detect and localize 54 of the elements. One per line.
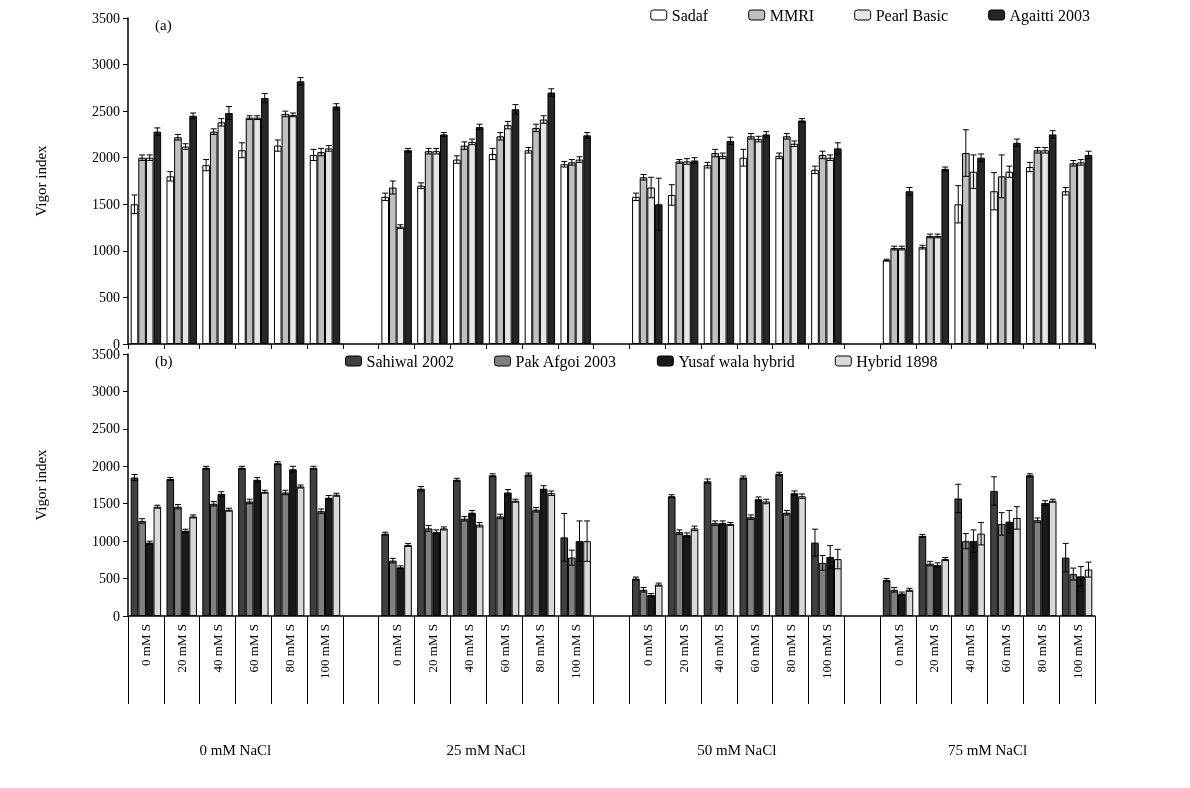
x-tick-label: 80 mM S <box>532 624 548 673</box>
x-tick-label: 20 mM S <box>424 624 440 673</box>
y-tick-label: 3000 <box>92 383 120 399</box>
x-tick-label: 40 mM S <box>460 624 476 673</box>
x-tick-label: 0 mM S <box>639 624 655 666</box>
legend-label: Hybrid 1898 <box>856 352 938 371</box>
x-tick-label: 0 mM S <box>890 624 906 666</box>
y-axis-title: Vigor index <box>32 448 49 521</box>
y-tick-label: 2000 <box>92 150 120 166</box>
x-tick-label: 20 mM S <box>675 624 691 673</box>
legend-label: Yusaf wala hybrid <box>678 352 795 371</box>
x-tick-label: 40 mM S <box>711 624 727 673</box>
y-tick-label: 500 <box>99 289 120 305</box>
x-tick-label: 60 mM S <box>496 624 512 673</box>
text: 0 mM NaCl <box>199 742 272 758</box>
x-tick-label: 80 mM S <box>1033 624 1049 673</box>
text: 25 mM NaCl <box>446 742 526 758</box>
x-tick-label: 80 mM S <box>783 624 799 673</box>
x-tick-label: 100 mM S <box>317 624 333 679</box>
legend-label: Agaitti 2003 <box>1009 6 1090 25</box>
legend-label: MMRI <box>769 6 815 24</box>
chart-title: (a) <box>155 16 172 34</box>
x-tick-label: 20 mM S <box>174 624 190 673</box>
x-tick-label: 40 mM S <box>210 624 226 673</box>
legend-label: Sadaf <box>671 6 709 24</box>
y-tick-label: 2000 <box>92 458 120 474</box>
x-tick-label: 40 mM S <box>962 624 978 673</box>
y-axis-title: Vigor index <box>32 144 49 217</box>
y-tick-label: 2500 <box>92 421 120 437</box>
x-tick-label: 0 mM S <box>389 624 405 666</box>
x-tick-label: 80 mM S <box>281 624 297 673</box>
text: 50 mM NaCl <box>697 742 777 758</box>
y-tick-label: 3000 <box>92 57 120 73</box>
y-tick-label: 1500 <box>92 496 120 512</box>
x-tick-label: 0 mM S <box>138 624 154 666</box>
y-tick-label: 1500 <box>92 196 120 212</box>
y-tick-label: 0 <box>113 608 120 624</box>
x-tick-label: 60 mM S <box>997 624 1013 673</box>
legend-label: Sahiwal 2002 <box>366 352 455 370</box>
x-tick-label: 60 mM S <box>747 624 763 673</box>
x-tick-label: 20 mM S <box>926 624 942 673</box>
x-tick-label: 100 mM S <box>568 624 584 679</box>
legend-label: Pearl Basic <box>875 6 949 24</box>
y-tick-label: 3500 <box>92 10 120 26</box>
text: 75 mM NaCl <box>947 742 1028 758</box>
x-tick-label: 60 mM S <box>245 624 261 673</box>
chart-title: (b) <box>155 352 173 370</box>
y-tick-label: 1000 <box>92 533 120 549</box>
y-tick-label: 500 <box>99 571 120 587</box>
x-tick-label: 100 mM S <box>1069 624 1085 679</box>
x-tick-label: 100 mM S <box>818 624 834 679</box>
y-tick-label: 1000 <box>92 243 120 259</box>
y-tick-label: 2500 <box>92 103 120 119</box>
legend-label: Pak Afgoi 2003 <box>515 352 616 371</box>
